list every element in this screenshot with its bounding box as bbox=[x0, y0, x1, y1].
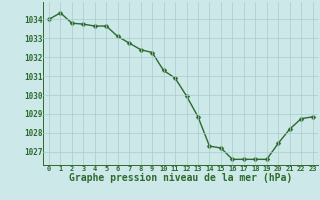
X-axis label: Graphe pression niveau de la mer (hPa): Graphe pression niveau de la mer (hPa) bbox=[69, 173, 292, 183]
